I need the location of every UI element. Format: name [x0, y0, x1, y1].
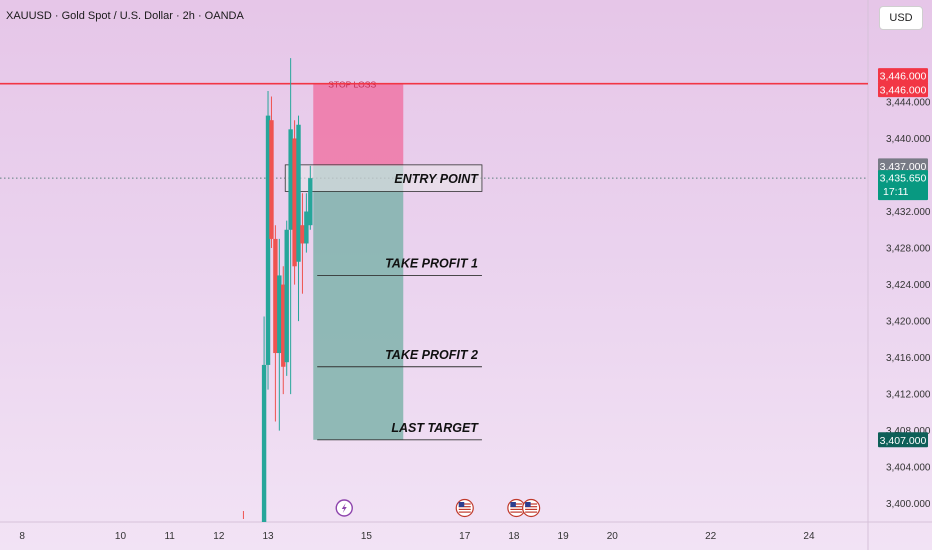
x-tick-label: 12: [213, 531, 225, 542]
x-tick-label: 24: [803, 531, 815, 542]
y-tick-label: 3,444.000: [886, 97, 931, 108]
last-target-label: LAST TARGET: [391, 421, 479, 435]
x-tick-label: 19: [558, 531, 570, 542]
currency-button[interactable]: USD: [879, 6, 923, 30]
profit-zone: [313, 165, 404, 440]
y-tick-label: 3,420.000: [886, 317, 931, 328]
candle-body: [273, 238, 278, 354]
candle-body: [277, 275, 282, 354]
y-tick-label: 3,432.000: [886, 207, 931, 218]
y-tick-label: 3,404.000: [886, 463, 931, 474]
countdown-label: 17:11: [883, 186, 909, 198]
y-tick-label: 3,440.000: [886, 134, 931, 145]
y-tick-label: 3,428.000: [886, 244, 931, 255]
x-tick-label: 8: [19, 531, 25, 542]
candle-body: [308, 178, 313, 226]
candle-body: [281, 284, 286, 367]
current-price-badge: [878, 170, 928, 201]
last-target-badge-label: 3,407.000: [880, 435, 927, 447]
stop-loss-label: STOP LOSS: [328, 80, 376, 90]
current-price-badge-label: 3,435.650: [880, 173, 927, 185]
candle-body: [269, 120, 274, 239]
stop-loss-a-badge: [878, 68, 928, 84]
flag-canton: [510, 502, 516, 507]
candle-body: [300, 225, 305, 244]
x-tick-label: 17: [459, 531, 471, 542]
entry-point-label: ENTRY POINT: [394, 172, 479, 186]
candle-body: [304, 211, 309, 244]
x-tick-label: 20: [607, 531, 619, 542]
candle-body: [284, 229, 289, 363]
stop-loss-b-badge-label: 3,446.000: [880, 85, 927, 97]
y-tick-label: 3,408.000: [886, 426, 931, 437]
candle-body: [288, 129, 293, 230]
y-tick-label: 3,400.000: [886, 499, 931, 510]
last-target-badge: [878, 432, 928, 448]
entry-badge: [878, 158, 928, 174]
y-tick-label: 3,416.000: [886, 353, 931, 364]
take-profit-2-label: TAKE PROFIT 2: [385, 348, 478, 362]
x-tick-label: 15: [361, 531, 373, 542]
candle-body: [261, 364, 267, 522]
y-tick-label: 3,412.000: [886, 390, 931, 401]
candle-body: [265, 115, 271, 365]
flag-canton: [458, 502, 465, 507]
take-profit-1-label: TAKE PROFIT 1: [385, 256, 478, 270]
x-tick-label: 11: [164, 531, 175, 542]
x-tick-label: 13: [262, 531, 274, 542]
y-tick-label: 3,424.000: [886, 280, 931, 291]
stop-loss-zone: [313, 83, 404, 166]
x-tick-label: 18: [508, 531, 520, 542]
symbol-title: XAUUSD · Gold Spot / U.S. Dollar · 2h · …: [6, 10, 244, 22]
entry-point-box: [284, 164, 483, 192]
candle-body: [292, 138, 297, 267]
stop-loss-a-badge-label: 3,446.000: [880, 71, 927, 83]
x-tick-label: 10: [115, 531, 127, 542]
flag-canton: [525, 502, 531, 507]
entry-badge-label: 3,437.000: [880, 161, 927, 173]
x-tick-label: 22: [705, 531, 717, 542]
lightning-glyph: [341, 503, 347, 513]
stop-loss-b-badge: [878, 82, 928, 98]
candle-body: [296, 124, 301, 262]
